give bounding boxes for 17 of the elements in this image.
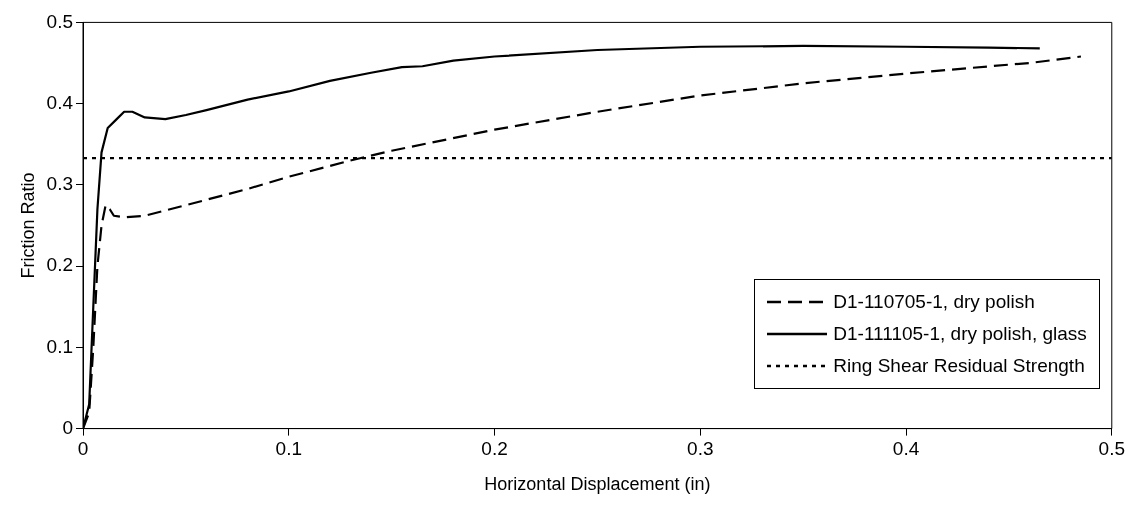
y-tick-label: 0.3 — [46, 173, 74, 195]
x-tick-label: 0.2 — [481, 438, 508, 460]
x-tick-label: 0.4 — [892, 438, 920, 460]
legend-label: Ring Shear Residual Strength — [833, 354, 1085, 377]
x-tick-label: 0 — [77, 438, 89, 460]
y-tick-label: 0 — [62, 416, 74, 438]
y-tick-label: 0.2 — [46, 254, 74, 276]
x-tick-label: 0.3 — [687, 438, 714, 460]
legend-label: D1-111105-1, dry polish, glass — [833, 322, 1087, 345]
x-axis-title: Horizontal Displacement (in) — [484, 474, 711, 495]
y-axis-title: Friction Ratio — [17, 172, 38, 279]
y-tick-label: 0.1 — [46, 335, 74, 357]
y-tick-label: 0.5 — [46, 10, 74, 32]
y-tick-label: 0.4 — [46, 91, 74, 113]
x-tick-label: 0.5 — [1098, 438, 1125, 460]
legend-label: D1-110705-1, dry polish — [833, 290, 1035, 313]
x-tick-label: 0.1 — [275, 438, 302, 460]
